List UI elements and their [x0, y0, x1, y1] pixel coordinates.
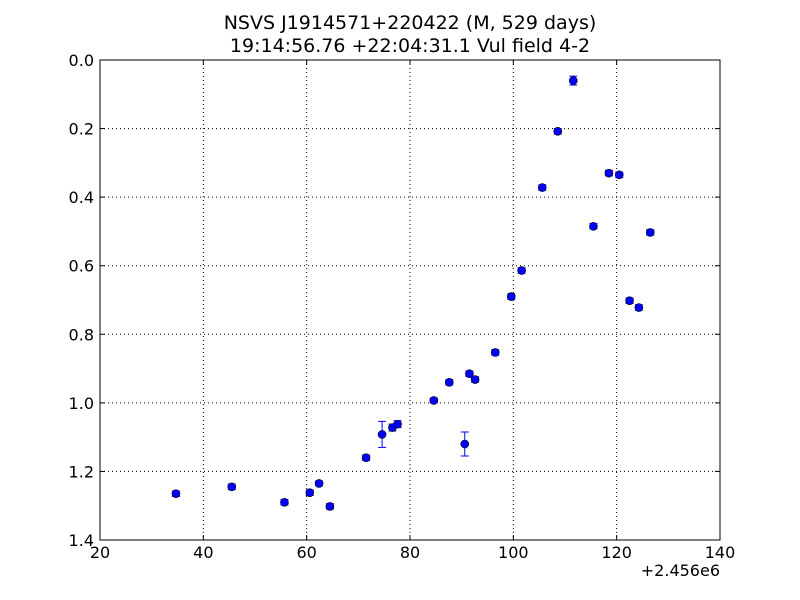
data-point: [465, 369, 474, 379]
y-tick-label: 1.2: [69, 462, 94, 481]
y-tick-label: 0.6: [69, 257, 94, 276]
data-point: [377, 430, 387, 439]
chart-title: NSVS J1914571+220422 (M, 529 days): [224, 12, 597, 34]
data-point: [506, 292, 516, 301]
grid-lines: [100, 60, 720, 540]
data-point: [614, 170, 624, 180]
y-tick-label: 0.8: [69, 325, 94, 344]
data-point: [517, 266, 526, 275]
y-tick-labels: 0.0 0.2 0.4 0.6 0.8 1.0 1.2 1.4: [69, 51, 94, 550]
data-point: [634, 303, 644, 312]
y-tick-label: 0.0: [69, 51, 94, 70]
x-tick-labels: 20 40 60 80 100 120 140: [90, 543, 735, 562]
x-tick-label: 40: [193, 543, 213, 562]
data-point: [490, 348, 500, 357]
y-tick-label: 0.4: [69, 188, 94, 207]
data-points: [171, 76, 655, 511]
data-point: [625, 296, 634, 305]
data-point: [444, 377, 454, 387]
data-point: [604, 168, 614, 178]
data-point: [393, 419, 402, 429]
data-point: [645, 228, 655, 237]
x-tick-label: 60: [296, 543, 316, 562]
x-tick-label: 120: [601, 543, 632, 562]
y-tick-label: 1.4: [69, 531, 94, 550]
data-point: [537, 183, 547, 192]
x-offset-label: +2.456e6: [641, 561, 720, 580]
data-point: [314, 479, 324, 488]
data-point: [553, 127, 563, 136]
data-point: [361, 453, 371, 463]
data-point: [227, 482, 237, 492]
x-tick-label: 100: [498, 543, 529, 562]
data-point: [305, 488, 315, 497]
data-point: [589, 221, 598, 231]
data-point: [280, 497, 289, 507]
chart-subtitle: 19:14:56.76 +22:04:31.1 Vul field 4-2: [230, 35, 590, 57]
data-point: [568, 76, 578, 85]
data-point: [470, 375, 480, 384]
y-tick-label: 1.0: [69, 394, 94, 413]
data-point: [325, 502, 335, 511]
data-point: [460, 439, 470, 449]
x-tick-label: 20: [90, 543, 110, 562]
data-point: [429, 396, 439, 405]
y-tick-label: 0.2: [69, 120, 94, 139]
data-point: [171, 489, 181, 499]
x-tick-label: 80: [400, 543, 420, 562]
x-tick-label: 140: [705, 543, 736, 562]
plot-frame: [99, 59, 721, 541]
